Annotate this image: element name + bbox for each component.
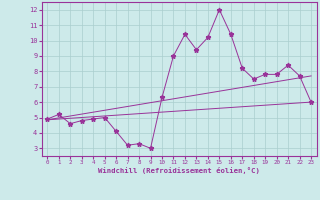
X-axis label: Windchill (Refroidissement éolien,°C): Windchill (Refroidissement éolien,°C) [98, 167, 260, 174]
